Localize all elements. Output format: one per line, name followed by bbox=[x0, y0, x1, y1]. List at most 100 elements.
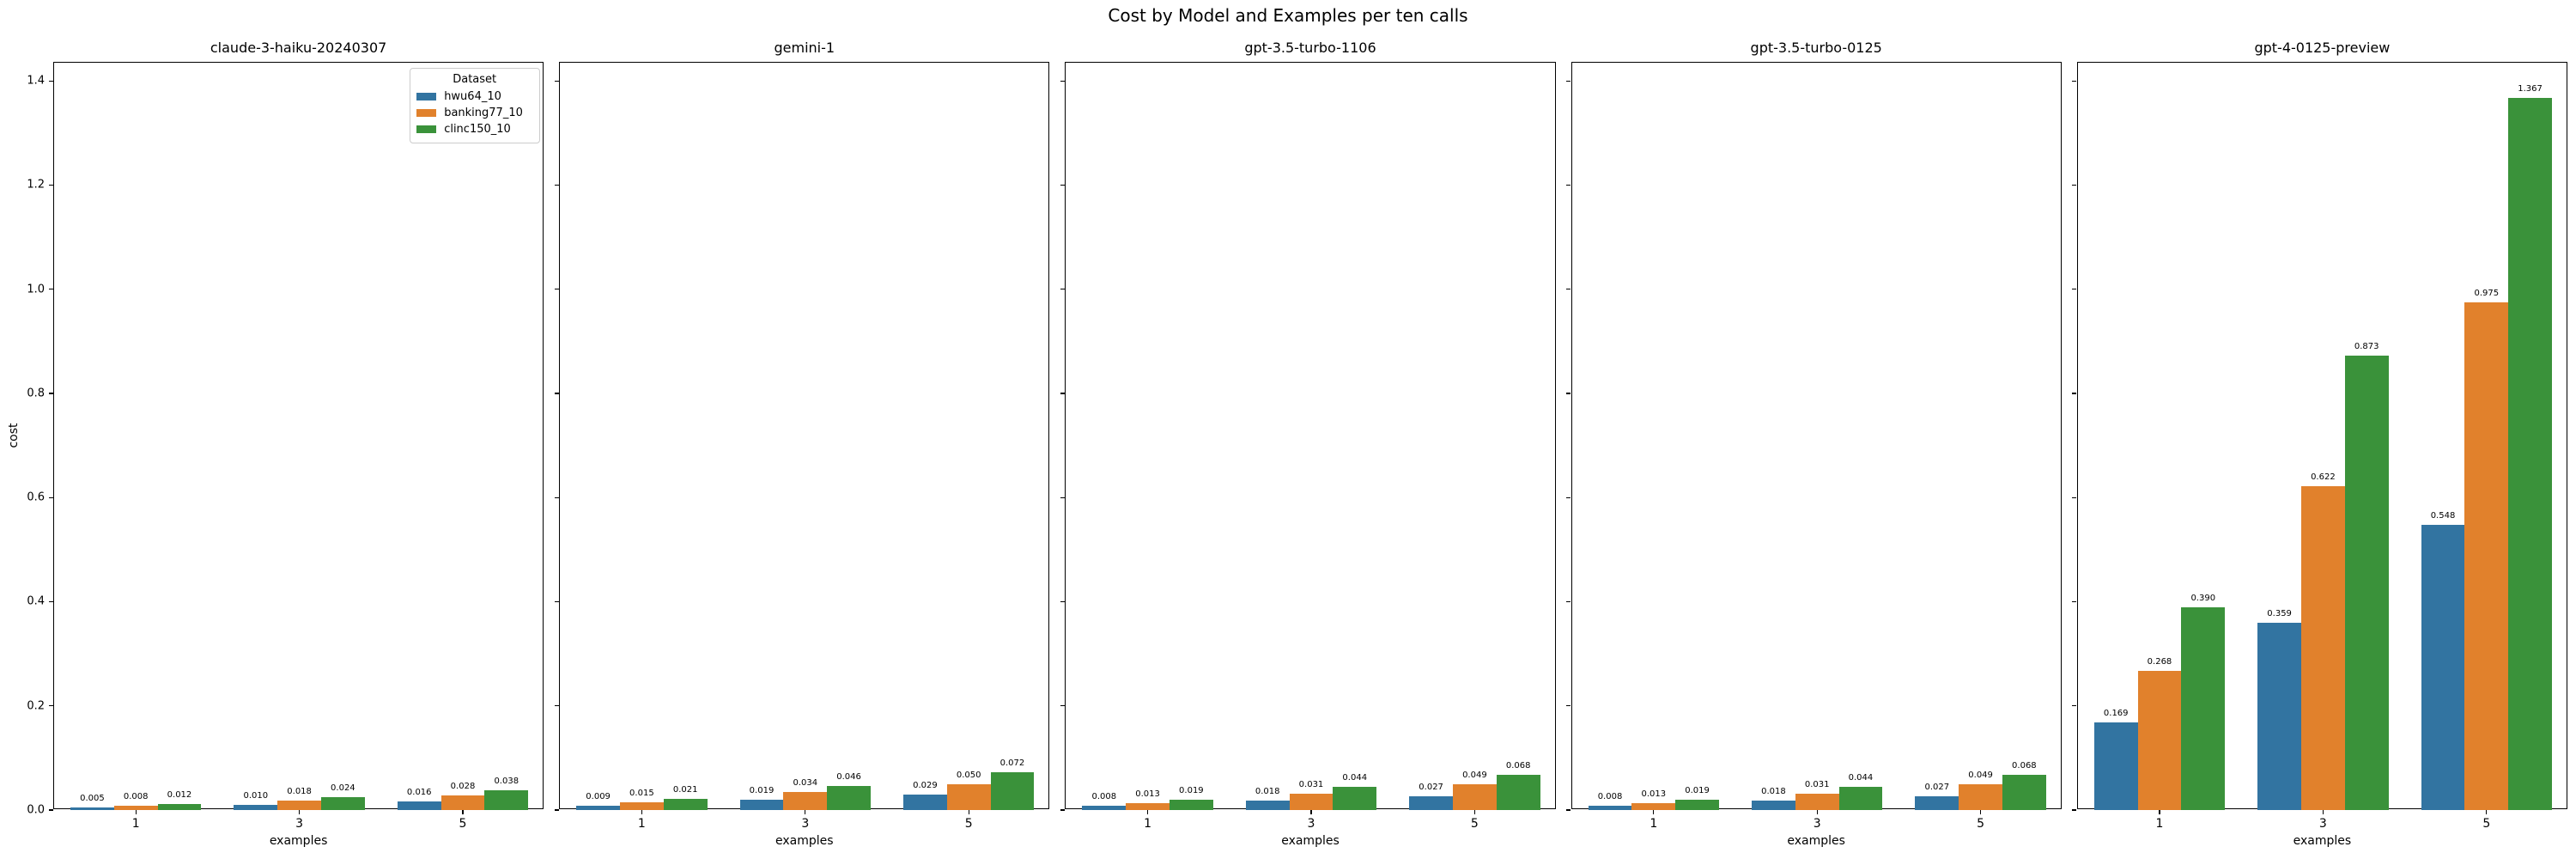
x-tick-mark bbox=[135, 809, 137, 814]
x-tick-mark bbox=[2486, 809, 2488, 814]
x-tick-mark bbox=[1653, 809, 1655, 814]
bar-value-label: 0.046 bbox=[836, 772, 861, 783]
y-tick-mark bbox=[1060, 80, 1065, 82]
legend-item-banking77_10: banking77_10 bbox=[416, 105, 532, 121]
bar-clinc150_10-examples-1 bbox=[1675, 800, 1719, 810]
bar-value-label: 0.031 bbox=[1298, 780, 1324, 790]
x-tick-label: 5 bbox=[1977, 817, 1985, 831]
x-axis-label: examples bbox=[1787, 834, 1845, 848]
bar-value-label: 1.367 bbox=[2518, 84, 2543, 94]
y-tick-mark bbox=[1060, 809, 1065, 811]
bar-value-label: 0.044 bbox=[1848, 773, 1874, 783]
bar-value-label: 0.169 bbox=[2103, 708, 2129, 718]
y-tick-mark bbox=[2072, 184, 2077, 186]
bar-value-label: 0.050 bbox=[956, 770, 981, 780]
x-axis-label: examples bbox=[775, 834, 834, 848]
y-tick-mark bbox=[554, 497, 559, 498]
bar-clinc150_10-examples-3 bbox=[320, 797, 365, 810]
bar-hwu64_10-examples-3 bbox=[1245, 801, 1290, 810]
y-tick-mark bbox=[1060, 600, 1065, 603]
y-tick-mark bbox=[48, 809, 53, 811]
bar-value-label: 0.975 bbox=[2474, 288, 2500, 298]
x-tick-label: 3 bbox=[1307, 817, 1315, 831]
legend-item-hwu64_10: hwu64_10 bbox=[416, 88, 532, 105]
bar-value-label: 0.049 bbox=[1968, 771, 1993, 781]
bar-clinc150_10-examples-1 bbox=[2181, 606, 2226, 810]
bar-hwu64_10-examples-5 bbox=[1915, 795, 1959, 810]
bar-clinc150_10-examples-1 bbox=[1169, 800, 1213, 810]
bar-clinc150_10-examples-5 bbox=[484, 789, 529, 810]
x-tick-mark bbox=[2159, 809, 2160, 814]
chart-title: Cost by Model and Examples per ten calls bbox=[1108, 5, 1468, 26]
bar-banking77_10-examples-3 bbox=[2301, 485, 2345, 810]
x-tick-label: 1 bbox=[1144, 817, 1152, 831]
bar-hwu64_10-examples-5 bbox=[903, 795, 947, 810]
bar-value-label: 0.049 bbox=[1462, 771, 1487, 781]
bar-value-label: 0.068 bbox=[2012, 760, 2037, 771]
bar-value-label: 0.548 bbox=[2430, 510, 2456, 521]
x-tick-label: 5 bbox=[2482, 817, 2491, 831]
y-tick-mark bbox=[1566, 600, 1571, 603]
bar-value-label: 0.028 bbox=[450, 782, 476, 792]
bar-hwu64_10-examples-5 bbox=[2421, 524, 2465, 810]
bar-clinc150_10-examples-5 bbox=[990, 772, 1035, 810]
x-axis-label: examples bbox=[2293, 834, 2352, 848]
bar-banking77_10-examples-1 bbox=[1126, 803, 1170, 810]
x-tick-mark bbox=[298, 809, 301, 814]
subplot-gpt-4-0125-preview: gpt-4-0125-preview 1 3 5 examples 0.169 0.359 0… bbox=[2072, 40, 2567, 848]
legend-swatch-icon bbox=[416, 125, 437, 133]
x-tick-mark bbox=[462, 809, 464, 814]
x-tick-label: 1 bbox=[131, 817, 140, 831]
y-tick-mark bbox=[554, 80, 559, 82]
bar-banking77_10-examples-1 bbox=[1631, 803, 1676, 810]
y-tick-mark bbox=[1566, 184, 1571, 186]
bar-banking77_10-examples-5 bbox=[946, 783, 991, 810]
legend-title: Dataset bbox=[453, 73, 497, 86]
bar-banking77_10-examples-3 bbox=[1289, 794, 1334, 810]
subplot-claude-3-haiku-20240307: claude-3-haiku-20240307 0.0 0.2 0.4 0.6 0.8 1.… bbox=[27, 40, 544, 848]
y-tick-label: 0.8 bbox=[27, 387, 45, 400]
y-tick-mark bbox=[2072, 705, 2077, 707]
bar-clinc150_10-examples-5 bbox=[2002, 774, 2046, 810]
y-tick-label: 1.2 bbox=[27, 178, 45, 192]
bar-value-label: 0.010 bbox=[243, 790, 269, 801]
y-tick-mark bbox=[48, 184, 53, 186]
bar-clinc150_10-examples-3 bbox=[1333, 787, 1377, 810]
legend: Dataset hwu64_10 banking77_10 clinc150_10 bbox=[410, 68, 541, 143]
x-axis-label: examples bbox=[1281, 834, 1340, 848]
bar-value-label: 0.359 bbox=[2267, 609, 2292, 619]
bar-value-label: 0.044 bbox=[1342, 773, 1368, 783]
y-tick-mark bbox=[554, 705, 559, 707]
x-tick-label: 1 bbox=[1649, 817, 1658, 831]
y-tick-mark bbox=[554, 809, 559, 811]
bar-clinc150_10-examples-1 bbox=[663, 799, 708, 810]
bar-value-label: 0.034 bbox=[793, 778, 818, 789]
bar-hwu64_10-examples-3 bbox=[2257, 623, 2301, 810]
bar-value-label: 0.012 bbox=[167, 789, 192, 800]
bar-clinc150_10-examples-3 bbox=[2344, 355, 2389, 810]
bar-clinc150_10-examples-3 bbox=[827, 786, 871, 810]
y-tick-mark bbox=[2072, 497, 2077, 498]
x-tick-mark bbox=[1979, 809, 1982, 814]
bar-value-label: 0.005 bbox=[80, 793, 105, 803]
x-tick-label: 1 bbox=[637, 817, 646, 831]
x-axis-label: examples bbox=[269, 834, 328, 848]
bar-clinc150_10-examples-5 bbox=[2508, 98, 2552, 810]
subplot-gemini-1: gemini-1 1 3 5 examples 0.009 0.019 0.029 0.015 0… bbox=[554, 40, 1050, 848]
bar-value-label: 0.008 bbox=[1091, 792, 1117, 802]
y-tick-mark bbox=[48, 705, 53, 707]
x-tick-mark bbox=[641, 809, 643, 814]
legend-label: clinc150_10 bbox=[444, 123, 511, 136]
bar-value-label: 0.008 bbox=[123, 792, 149, 802]
subplot-title: gpt-4-0125-preview bbox=[2254, 40, 2391, 56]
y-tick-mark bbox=[1060, 497, 1065, 498]
bar-clinc150_10-examples-1 bbox=[157, 803, 202, 810]
legend-swatch-icon bbox=[416, 93, 437, 101]
subplot-title: gpt-3.5-turbo-0125 bbox=[1750, 40, 1882, 56]
bar-hwu64_10-examples-1 bbox=[1082, 806, 1127, 810]
x-tick-label: 5 bbox=[459, 817, 467, 831]
bar-banking77_10-examples-5 bbox=[1959, 784, 2002, 810]
bar-value-label: 0.015 bbox=[629, 788, 654, 798]
bar-value-label: 0.038 bbox=[494, 776, 519, 786]
